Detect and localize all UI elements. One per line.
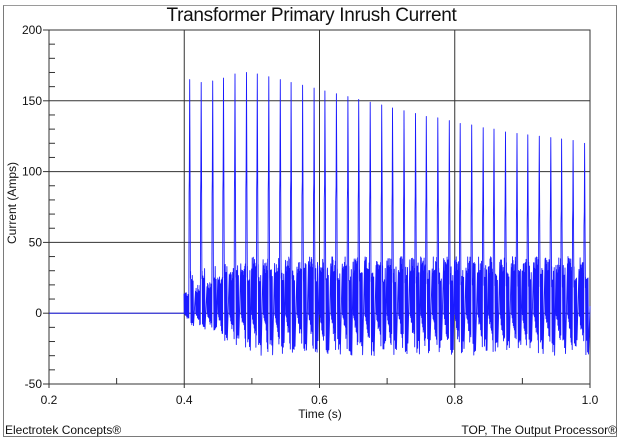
svg-text:-50: -50 (25, 377, 43, 391)
chart-frame (3, 5, 617, 437)
svg-text:0.2: 0.2 (41, 393, 58, 407)
svg-text:0: 0 (35, 306, 42, 320)
svg-text:150: 150 (22, 94, 42, 108)
svg-text:0.4: 0.4 (176, 393, 193, 407)
x-axis-label: Time (s) (298, 407, 342, 421)
svg-text:1.0: 1.0 (582, 393, 599, 407)
svg-text:0.6: 0.6 (311, 393, 328, 407)
current-trace (49, 72, 591, 356)
footer-right-credit: TOP, The Output Processor® (461, 423, 617, 437)
svg-text:100: 100 (22, 165, 42, 179)
svg-text:0.8: 0.8 (446, 393, 463, 407)
footer-left-credit: Electrotek Concepts® (5, 423, 122, 437)
chart-title: Transformer Primary Inrush Current (166, 5, 457, 26)
svg-text:200: 200 (22, 23, 42, 37)
tick-labels: -50 0 50 100 150 200 0.2 0.4 0.6 0.8 1.0 (22, 23, 599, 407)
y-axis-label: Current (Amps) (5, 162, 19, 245)
axis-ticks (43, 29, 591, 388)
svg-text:50: 50 (29, 235, 43, 249)
